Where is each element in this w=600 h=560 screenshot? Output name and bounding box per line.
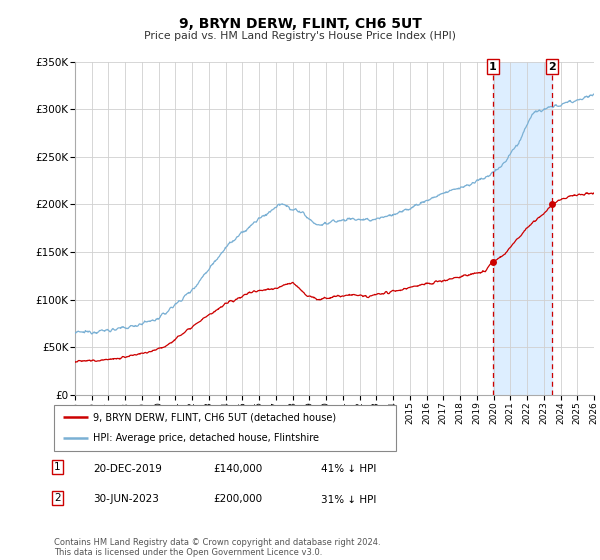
Text: 31% ↓ HPI: 31% ↓ HPI xyxy=(321,494,376,505)
Text: Contains HM Land Registry data © Crown copyright and database right 2024.
This d: Contains HM Land Registry data © Crown c… xyxy=(54,538,380,557)
Bar xyxy=(493,62,552,395)
FancyBboxPatch shape xyxy=(54,405,396,451)
Text: 20-DEC-2019: 20-DEC-2019 xyxy=(93,464,162,474)
Text: 1: 1 xyxy=(489,62,497,72)
Text: £140,000: £140,000 xyxy=(213,464,262,474)
Text: HPI: Average price, detached house, Flintshire: HPI: Average price, detached house, Flin… xyxy=(94,433,319,444)
Text: 2: 2 xyxy=(54,493,61,503)
Text: 30-JUN-2023: 30-JUN-2023 xyxy=(93,494,159,505)
Text: 1: 1 xyxy=(54,462,61,472)
Text: 9, BRYN DERW, FLINT, CH6 5UT (detached house): 9, BRYN DERW, FLINT, CH6 5UT (detached h… xyxy=(94,412,337,422)
Text: 9, BRYN DERW, FLINT, CH6 5UT: 9, BRYN DERW, FLINT, CH6 5UT xyxy=(179,17,421,31)
Text: £200,000: £200,000 xyxy=(213,494,262,505)
Text: Price paid vs. HM Land Registry's House Price Index (HPI): Price paid vs. HM Land Registry's House … xyxy=(144,31,456,41)
Text: 41% ↓ HPI: 41% ↓ HPI xyxy=(321,464,376,474)
Text: 2: 2 xyxy=(548,62,556,72)
